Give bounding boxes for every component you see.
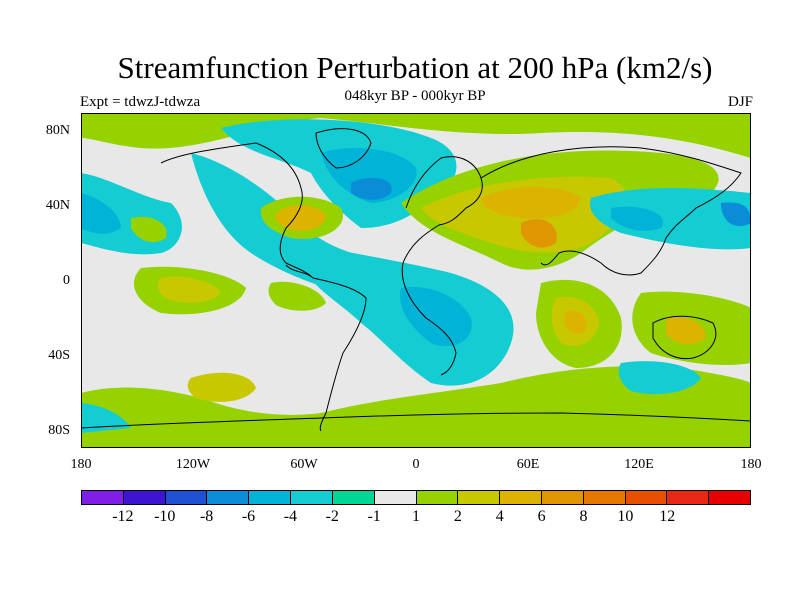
colorbar-tick-label: 10 [617,508,634,525]
colorbar-swatch [458,491,501,504]
contour-region [721,202,751,227]
streamfunction-map [81,113,751,448]
map-subtitle: 048kyr BP - 000kyr BP [344,88,486,104]
contour-region [611,206,663,231]
colorbar-swatch [416,491,459,504]
coastline-europe-africa [401,156,483,376]
season-label: DJF [727,94,753,110]
contour-region [521,219,557,248]
contour-region [564,310,587,334]
lon-label-120e: 120E [624,457,654,472]
lat-label-40n: 40N [45,198,70,213]
contour-region [157,276,221,303]
colorbar-swatch [249,491,292,504]
contour-region [618,361,701,395]
colorbar-tick-label: 6 [537,508,546,525]
lon-label-0: 0 [412,457,420,472]
coastline-north-america [160,142,314,279]
colorbar-swatch [625,491,668,504]
colorbar-tick-label: -4 [283,508,298,525]
contour-region [81,366,751,448]
lon-label-60e: 60E [516,457,540,472]
colorbar-swatch [332,491,375,504]
lat-label-40s: 40S [48,348,70,363]
colorbar-swatch [82,491,124,504]
colorbar-swatch [667,491,710,504]
colorbar-swatch [165,491,208,504]
contour-region [481,186,581,219]
lon-label-60w: 60W [290,457,318,472]
contour-region [187,372,256,402]
lon-label-120w: 120W [175,457,211,472]
colorbar-tick-label: 2 [453,508,462,525]
contour-region [81,193,121,234]
coastline-asia [480,146,742,276]
map-title: Streamfunction Perturbation at 200 hPa (… [117,50,713,85]
colorbar-swatch [207,491,250,504]
colorbar-tick-label: -1 [367,508,381,525]
colorbar-swatch [709,491,750,504]
colorbar-tick-label: -10 [154,508,176,525]
colorbar [81,490,751,505]
coastline-greenland [315,128,372,169]
coastline-antarctica [81,412,751,429]
colorbar-tick-label: 1 [412,508,420,525]
colorbar-tick-label: 12 [659,508,676,525]
colorbar-tick-label: -8 [199,508,214,525]
colorbar-swatch [500,491,542,504]
lat-label-80s: 80S [48,423,70,438]
colorbar-tick-label: 8 [579,508,588,525]
lon-label-180e: 180 [740,457,762,472]
colorbar-swatch [291,491,333,504]
contour-region [321,148,417,203]
colorbar-tick-label: -6 [241,508,256,525]
experiment-label: Expt = tdwzJ-tdwza [80,94,201,110]
contour-region [590,188,751,250]
contour-region [351,177,392,200]
colorbar-swatch [123,491,166,504]
colorbar-tick-label: -12 [112,508,134,525]
contour-region [275,204,326,231]
colorbar-swatch [374,491,417,504]
lat-label-equator: 0 [63,273,70,288]
contour-region [400,287,472,347]
lat-label-80n: 80N [45,123,70,138]
contour-region [666,316,706,345]
contour-region [268,281,326,311]
colorbar-swatch [583,491,626,504]
coastline-australia [652,315,717,360]
colorbar-tick-label: 4 [495,508,504,525]
contour-region [131,216,167,243]
colorbar-tick-label: -2 [325,508,339,525]
coastline-south-america [312,277,367,432]
colorbar-swatch [541,491,584,504]
lon-label-180w: 180 [70,457,92,472]
